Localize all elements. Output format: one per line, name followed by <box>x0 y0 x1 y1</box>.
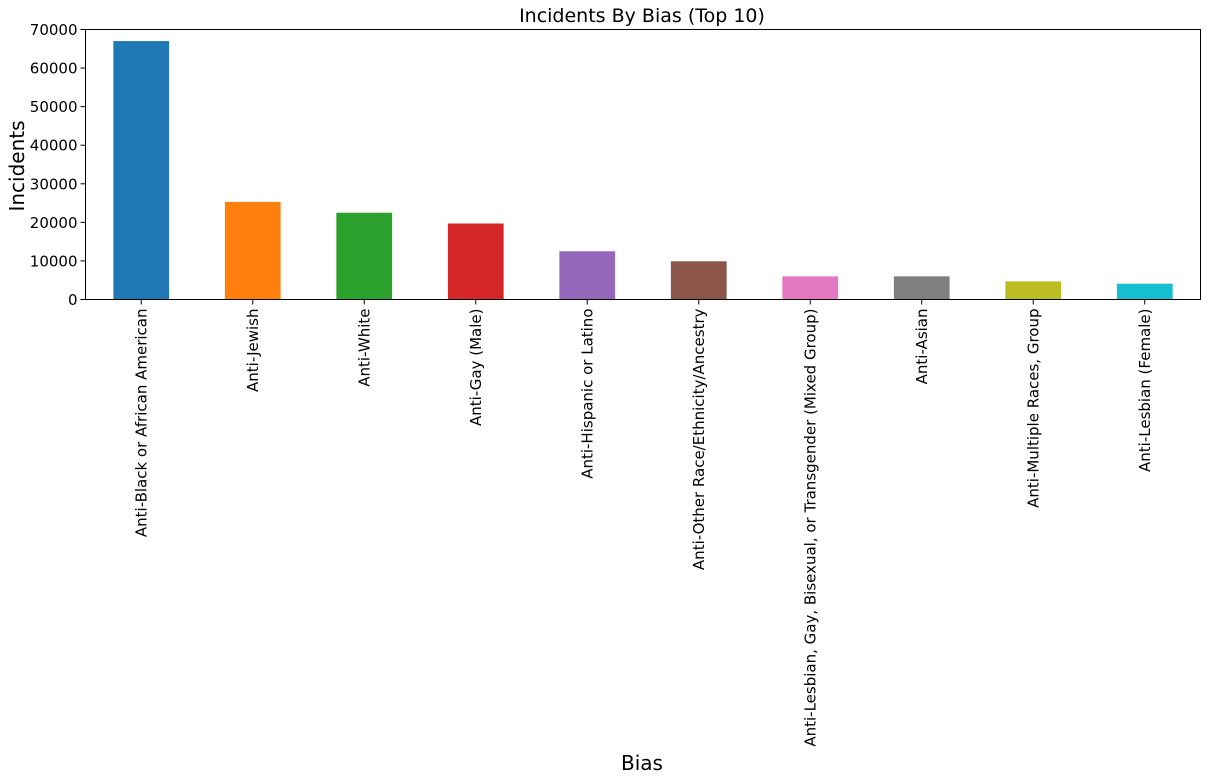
y-axis-ticks: 0 10000 20000 30000 40000 50000 60000 70000 <box>30 21 86 309</box>
y-axis-title: Incidents <box>5 120 29 211</box>
x-axis-ticks: Anti-Black or African American Anti-Jewis… <box>132 299 1154 747</box>
bar-4 <box>559 251 616 300</box>
y-tick-label: 40000 <box>30 137 78 155</box>
x-tick-label: Anti-Hispanic or Latino <box>578 309 596 479</box>
x-tick-label: Anti-Multiple Races, Group <box>1024 309 1042 508</box>
bar-7 <box>893 276 950 300</box>
x-tick-label: Anti-Black or African American <box>132 309 150 538</box>
bar-3 <box>447 223 504 300</box>
bar-8 <box>1005 281 1062 300</box>
y-tick-label: 10000 <box>30 252 78 270</box>
bar-9 <box>1116 283 1173 300</box>
y-tick-label: 70000 <box>30 21 78 39</box>
y-tick-label: 30000 <box>30 175 78 193</box>
y-tick-label: 50000 <box>30 98 78 116</box>
x-tick-label: Anti-Jewish <box>244 309 262 392</box>
y-tick-label: 0 <box>68 291 78 309</box>
bar-0 <box>113 41 170 300</box>
x-tick-label: Anti-Other Race/Ethnicity/Ancestry <box>690 308 708 570</box>
bars-layer <box>113 41 1173 300</box>
y-tick-label: 20000 <box>30 214 78 232</box>
x-tick-label: Anti-Gay (Male) <box>467 309 485 426</box>
chart-title: Incidents By Bias (Top 10) <box>519 5 765 27</box>
x-tick-label: Anti-Lesbian (Female) <box>1136 309 1154 472</box>
x-tick-label: Anti-Lesbian, Gay, Bisexual, or Transgen… <box>801 309 819 747</box>
x-tick-label: Anti-White <box>355 309 373 387</box>
bar-5 <box>670 261 727 300</box>
x-axis-title: Bias <box>621 751 663 775</box>
y-tick-label: 60000 <box>30 60 78 78</box>
x-tick-label: Anti-Asian <box>913 309 931 385</box>
plot-area-frame <box>85 29 1201 300</box>
bar-6 <box>782 276 839 300</box>
bar-2 <box>336 212 393 300</box>
bar-1 <box>224 201 281 300</box>
